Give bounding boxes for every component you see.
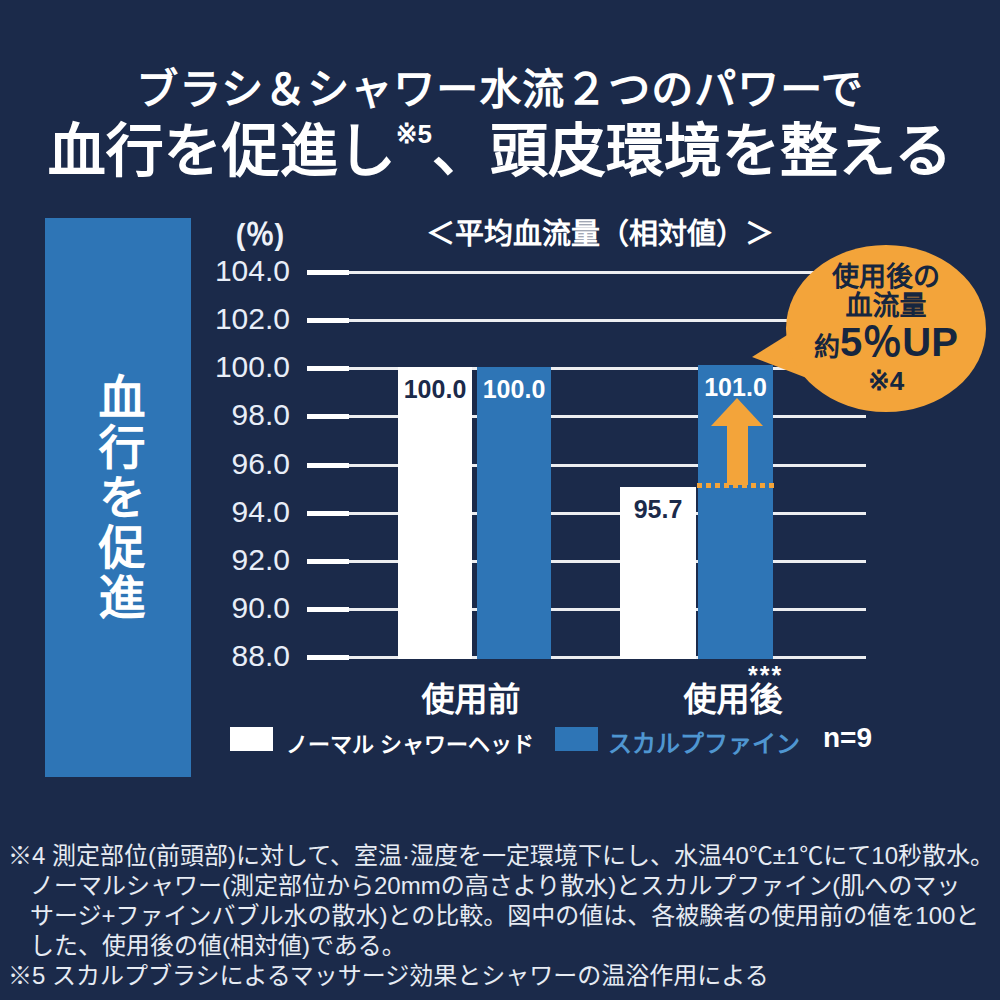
footnote-5: ※5 スカルプブラシによるマッサージ効果とシャワーの温浴作用による: [8, 961, 996, 991]
gridline-92: [307, 560, 866, 563]
side-banner-text: 血行を促進: [84, 373, 153, 623]
y-tick: [307, 270, 349, 275]
gridline-96: [307, 464, 866, 467]
y-tick: [307, 511, 349, 516]
footnote-4-line2: ノーマルシャワー(測定部位から20mmの高さより散水)とスカルプファイン(肌への…: [8, 871, 996, 901]
footnotes: ※4 測定部位(前頭部)に対して、室温·湿度を一定環境下にし、水温40℃±1℃に…: [8, 841, 996, 991]
y-tick: [307, 607, 349, 612]
legend-swatch-normal: [230, 727, 273, 751]
up-arrow-icon: [711, 398, 763, 426]
title-line2-pre: 血行を促進し: [48, 118, 396, 183]
y-tick: [307, 366, 349, 371]
chart-title: ＜平均血流量（相対値）＞: [340, 210, 860, 252]
bar-value-label: 100.0: [404, 375, 467, 404]
y-tick-label: 102.0: [150, 304, 290, 334]
bar-value-label: 100.0: [483, 375, 546, 404]
bar-before-normal: 100.0: [398, 367, 472, 659]
y-tick: [307, 559, 349, 564]
y-tick-label: 88.0: [150, 641, 290, 671]
x-label-after: 使用後: [653, 673, 813, 721]
y-tick-label: 92.0: [150, 545, 290, 575]
gridline-104: [307, 271, 866, 274]
title-line2-post: 、頭皮環境を整える: [432, 118, 952, 183]
significance-marker: ***: [748, 661, 783, 690]
y-tick: [307, 463, 349, 468]
infographic-page: { "colors": {"background":"#1b2a4a","bar…: [0, 0, 1000, 1000]
y-tick-label: 90.0: [150, 593, 290, 623]
gridline-88-baseline: [307, 656, 866, 659]
footnote-4-line1: ※4 測定部位(前頭部)に対して、室温·湿度を一定環境下にし、水温40℃±1℃に…: [8, 841, 996, 871]
gridline-94: [307, 512, 866, 515]
bar-before-scalp: 100.0: [477, 367, 551, 659]
y-tick-label: 98.0: [150, 400, 290, 430]
callout-bubble: 使用後の 血流量 約5％UP ※4: [786, 245, 986, 412]
sample-size-label: n=9: [823, 722, 872, 754]
gridline-90: [307, 608, 866, 611]
callout-footnote-ref: ※4: [868, 368, 904, 395]
footnote-ref-5: ※5: [396, 119, 432, 149]
legend-label-scalp: スカルプファイン: [608, 724, 800, 759]
page-title-line2: 血行を促進し※5、頭皮環境を整える: [0, 104, 1000, 188]
bar-after-normal: 95.7: [620, 487, 696, 659]
callout-line1: 使用後の: [832, 263, 940, 292]
gridline-98: [307, 415, 866, 418]
y-axis-unit-label: (％): [205, 211, 315, 253]
x-label-before: 使用前: [391, 673, 551, 721]
callout-line3: 約5％UP: [814, 321, 958, 368]
y-tick: [307, 414, 349, 419]
y-tick: [307, 318, 349, 323]
y-tick-label: 96.0: [150, 449, 290, 479]
legend-label-normal: ノーマル シャワーヘッド: [286, 726, 534, 758]
y-tick-label: 94.0: [150, 497, 290, 527]
footnote-4-line4: した、使用後の値(相対値)である。: [8, 931, 996, 961]
footnote-4-line3: サージ+ファインバブル水の散水)との比較。図中の値は、各被験者の使用前の値を10…: [8, 901, 996, 931]
y-tick-label: 104.0: [150, 256, 290, 286]
callout-line2: 血流量: [846, 292, 927, 321]
up-arrow-shaft: [727, 424, 748, 485]
y-tick: [307, 655, 349, 660]
y-tick-label: 100.0: [150, 352, 290, 382]
bar-value-label: 95.7: [634, 495, 683, 524]
legend-swatch-scalp: [555, 727, 598, 751]
